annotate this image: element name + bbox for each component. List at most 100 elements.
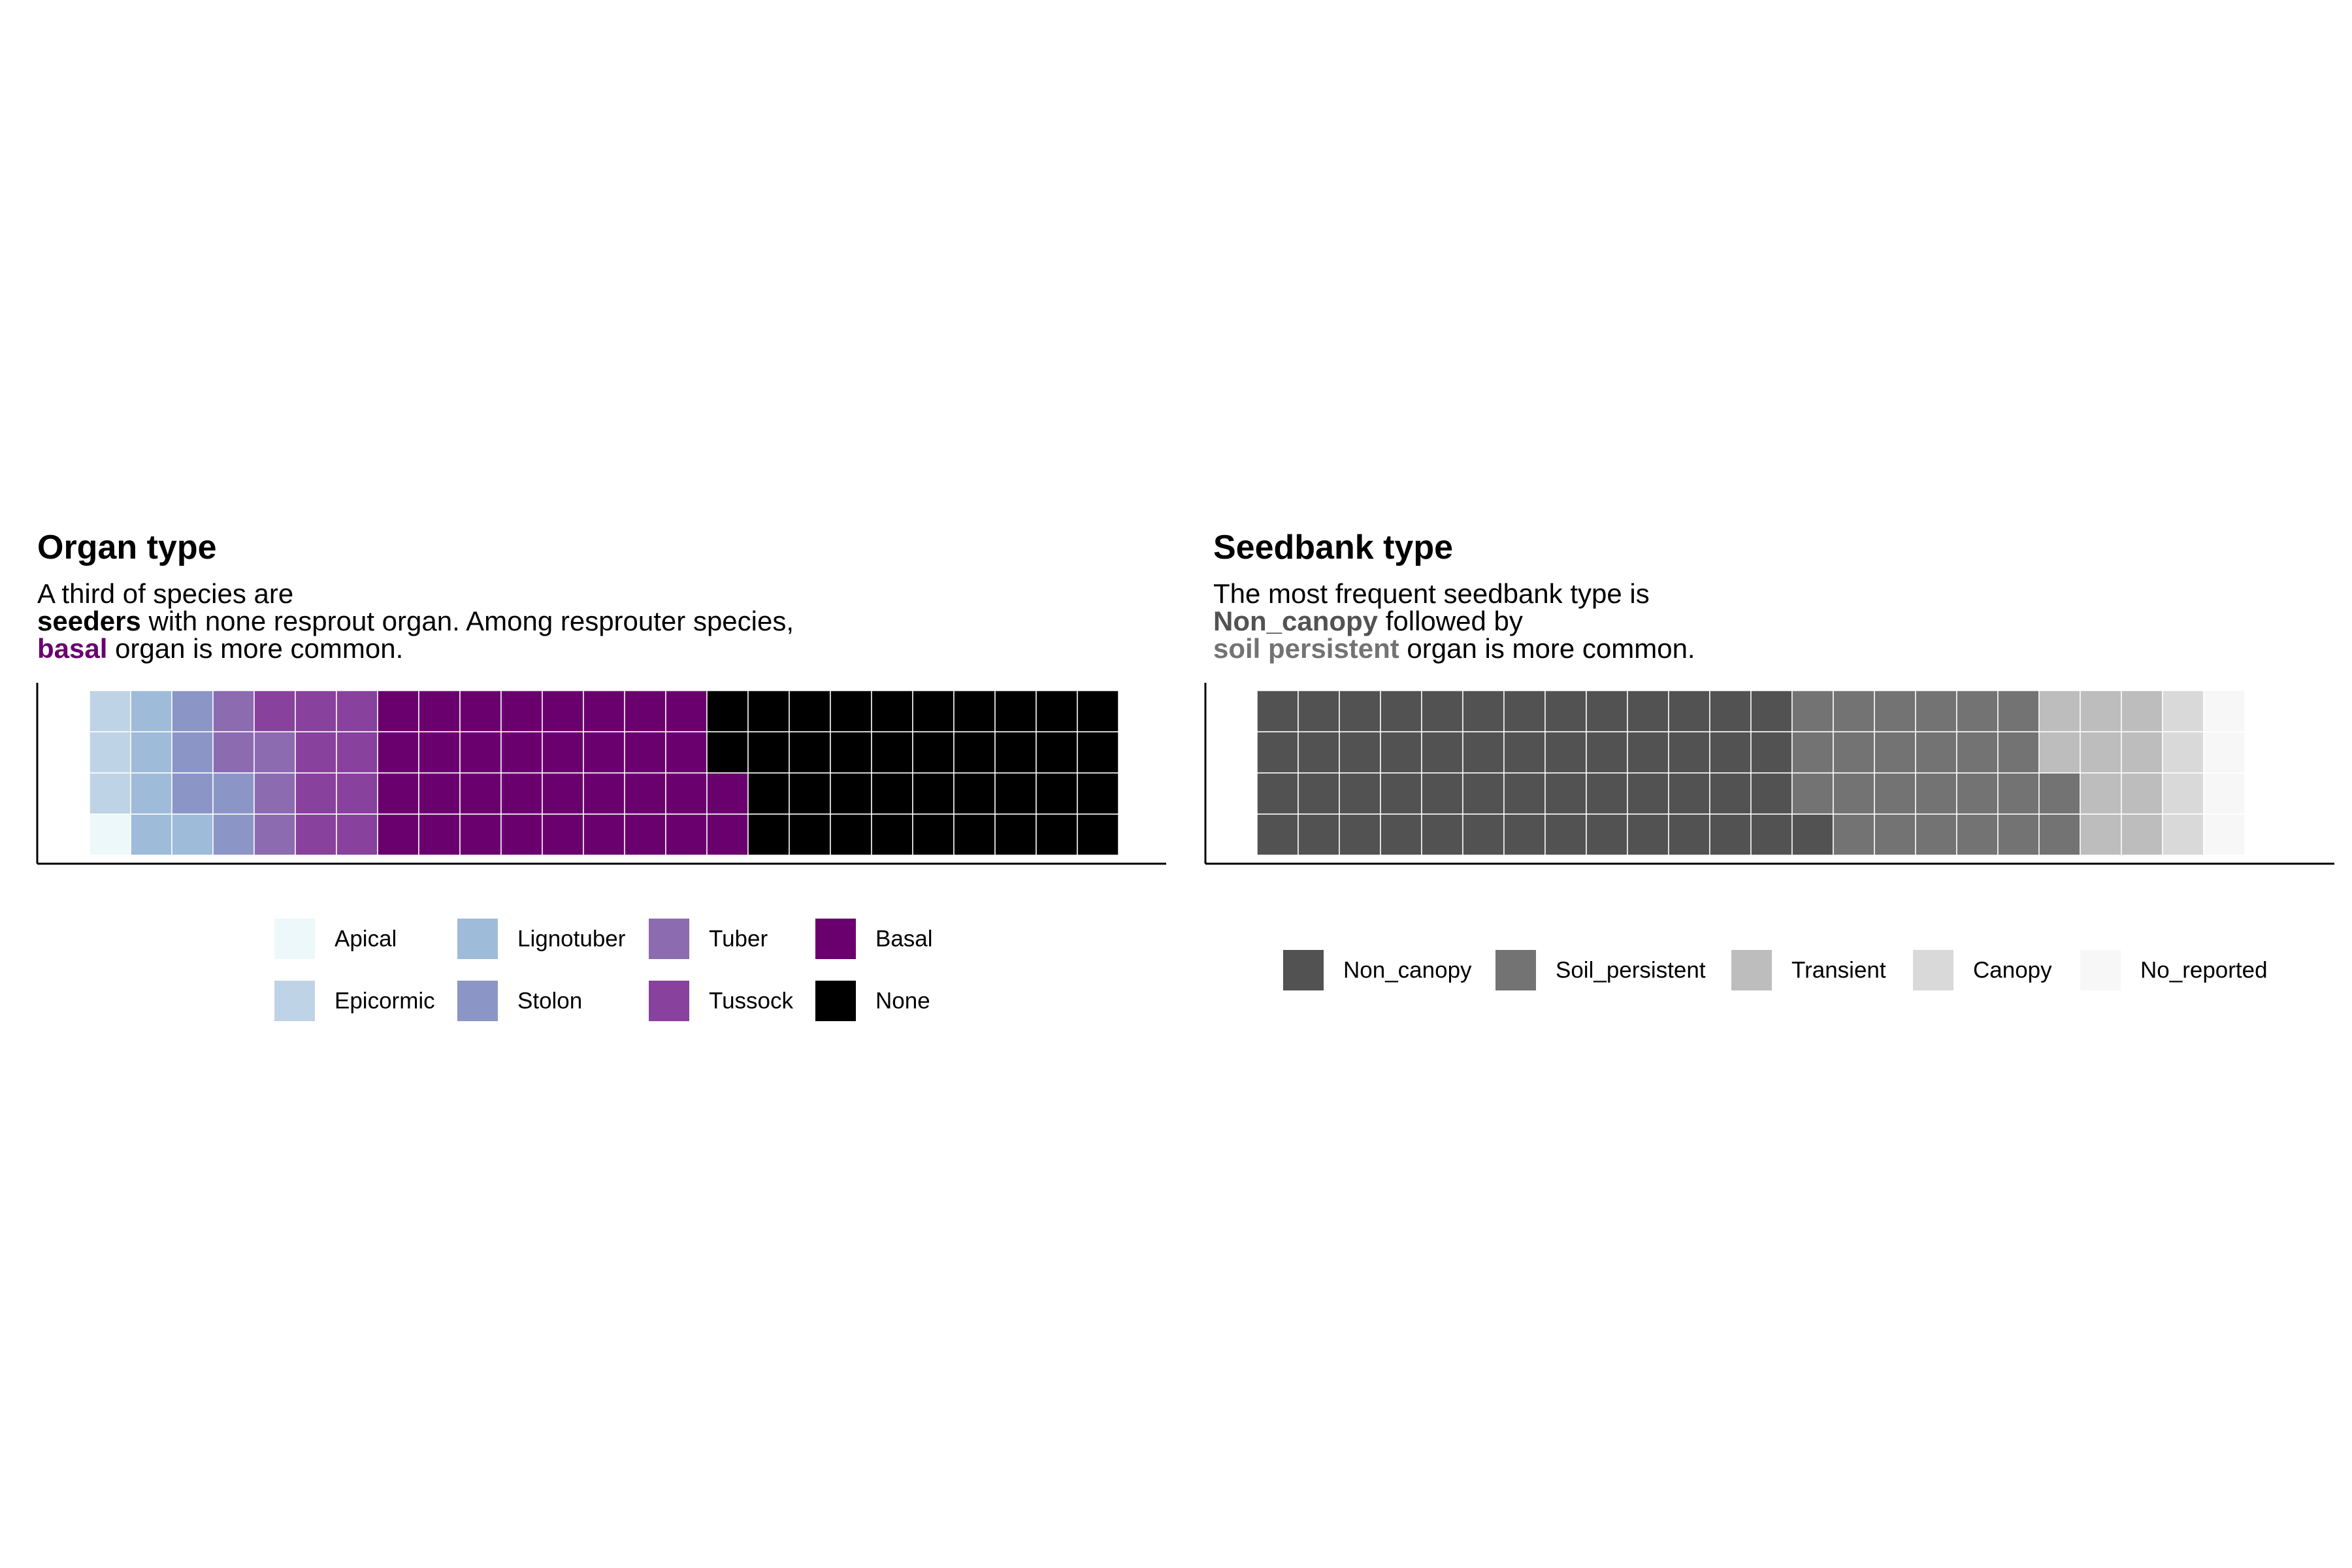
waffle-cell-non-canopy: [1544, 813, 1587, 856]
waffle-cell-basal: [418, 690, 461, 732]
waffle-cell-non-canopy: [1256, 731, 1299, 774]
waffle-cell-non-canopy: [1750, 731, 1793, 774]
waffle-cell-epicormic: [89, 690, 131, 732]
waffle-cell-non-canopy: [1462, 772, 1505, 815]
waffle-cell-no-reported: [2203, 731, 2246, 774]
legend-label-transient: Transient: [1791, 958, 1886, 983]
waffle-cell-non-canopy: [1339, 690, 1381, 732]
waffle-cell-none: [912, 690, 955, 732]
waffle-cell-basal: [542, 731, 584, 774]
legend-key-soil-persistent: [1495, 950, 1536, 990]
waffle-cell-basal: [583, 772, 625, 815]
subtitle-line-2: Non_canopy followed by: [1213, 608, 1695, 635]
waffle-cell-stolon: [171, 731, 214, 774]
waffle-cell-stolon: [212, 772, 255, 815]
waffle-cell-basal: [418, 772, 461, 815]
waffle-cell-basal: [459, 772, 502, 815]
waffle-cell-basal: [665, 731, 708, 774]
waffle-cell-basal: [542, 772, 584, 815]
waffle-cell-canopy: [2162, 731, 2204, 774]
legend-key-none: [815, 981, 856, 1021]
waffle-cell-non-canopy: [1750, 772, 1793, 815]
subtitle-line-1: The most frequent seedbank type is: [1213, 578, 1650, 609]
subtitle-highlight: basal: [37, 633, 108, 664]
legend: Apical Epicormic Lignotuber Stolon Tuber Tuss…: [274, 919, 933, 1021]
waffle-cell-transient: [2038, 731, 2081, 774]
waffle-cell-lignotuber: [171, 813, 214, 856]
organ-type-panel: Organ type A third of species are seeder…: [36, 529, 1166, 1021]
waffle-cell-basal: [377, 731, 419, 774]
waffle-cell-soil-persistent: [1956, 731, 1999, 774]
waffle-cell-transient: [2121, 731, 2163, 774]
waffle-cell-basal: [583, 813, 625, 856]
waffle-cell-soil-persistent: [1997, 772, 2040, 815]
waffle-cell-non-canopy: [1256, 690, 1299, 732]
waffle-cell-none: [1036, 731, 1078, 774]
waffle-cell-non-canopy: [1627, 690, 1669, 732]
legend-key-lignotuber: [457, 919, 498, 959]
subtitle-highlight: soil persistent: [1213, 633, 1399, 664]
waffle-cell-none: [747, 813, 790, 856]
waffle-cell-canopy: [2162, 690, 2204, 732]
waffle-cell-non-canopy: [1380, 731, 1422, 774]
waffle-cell-soil-persistent: [1791, 731, 1834, 774]
waffle-cell-soil-persistent: [1833, 690, 1875, 732]
waffle-cell-none: [789, 772, 831, 815]
waffle-cell-soil-persistent: [2038, 772, 2081, 815]
waffle-cell-none: [953, 690, 996, 732]
waffle-cell-none: [706, 731, 749, 774]
waffle-cell-no-reported: [2203, 772, 2246, 815]
waffle-cell-non-canopy: [1462, 731, 1505, 774]
waffle-cell-soil-persistent: [1997, 731, 2040, 774]
waffle-cell-none: [789, 813, 831, 856]
waffle-cell-none: [747, 772, 790, 815]
waffle-cell-tussock: [295, 772, 337, 815]
waffle-cell-tuber: [253, 731, 296, 774]
waffle-cell-none: [994, 690, 1037, 732]
waffle-cell-tuber: [253, 813, 296, 856]
waffle-cell-non-canopy: [1544, 772, 1587, 815]
waffle-cell-non-canopy: [1627, 813, 1669, 856]
waffle-cell-none: [747, 690, 790, 732]
waffle-cell-basal: [418, 731, 461, 774]
waffle-cell-non-canopy: [1339, 772, 1381, 815]
waffle-cell-basal: [418, 813, 461, 856]
waffle-cell-soil-persistent: [1874, 731, 1916, 774]
waffle-cell-non-canopy: [1709, 690, 1752, 732]
legend-label-basal: Basal: [875, 926, 933, 952]
waffle-cell-non-canopy: [1668, 772, 1710, 815]
waffle-cell-non-canopy: [1298, 690, 1340, 732]
waffle-cell-basal: [500, 813, 543, 856]
waffle-cell-tussock: [295, 731, 337, 774]
waffle-cell-none: [1036, 690, 1078, 732]
waffle-cell-none: [706, 690, 749, 732]
waffle-cell-none: [953, 772, 996, 815]
waffle-cell-epicormic: [89, 772, 131, 815]
legend-label-stolon: Stolon: [517, 988, 582, 1014]
waffle-cell-basal: [377, 813, 419, 856]
waffle-cell-basal: [377, 690, 419, 732]
waffle-cell-tuber: [253, 772, 296, 815]
waffle-cell-basal: [624, 772, 666, 815]
waffle-cell-transient: [2121, 690, 2163, 732]
waffle-cell-non-canopy: [1586, 813, 1628, 856]
waffle-cell-transient: [2121, 772, 2163, 815]
legend-label-no-reported: No_reported: [2140, 958, 2268, 983]
waffle-cell-none: [871, 772, 913, 815]
panel-title: Organ type: [37, 529, 217, 566]
waffle-cell-soil-persistent: [1833, 731, 1875, 774]
waffle-cell-non-canopy: [1709, 731, 1752, 774]
waffle-cell-non-canopy: [1421, 772, 1463, 815]
waffle-cell-none: [830, 772, 872, 815]
waffle-cell-tussock: [253, 690, 296, 732]
legend-label-none: None: [875, 988, 930, 1014]
legend-label-tussock: Tussock: [709, 988, 794, 1014]
waffle-cell-non-canopy: [1503, 772, 1546, 815]
waffle-cell-basal: [706, 813, 749, 856]
waffle-cell-basal: [459, 731, 502, 774]
waffle-cell-non-canopy: [1544, 731, 1587, 774]
waffle-cell-tuber: [212, 690, 255, 732]
waffle-cell-none: [953, 813, 996, 856]
waffle-cell-none: [789, 690, 831, 732]
waffle-cell-tussock: [295, 813, 337, 856]
